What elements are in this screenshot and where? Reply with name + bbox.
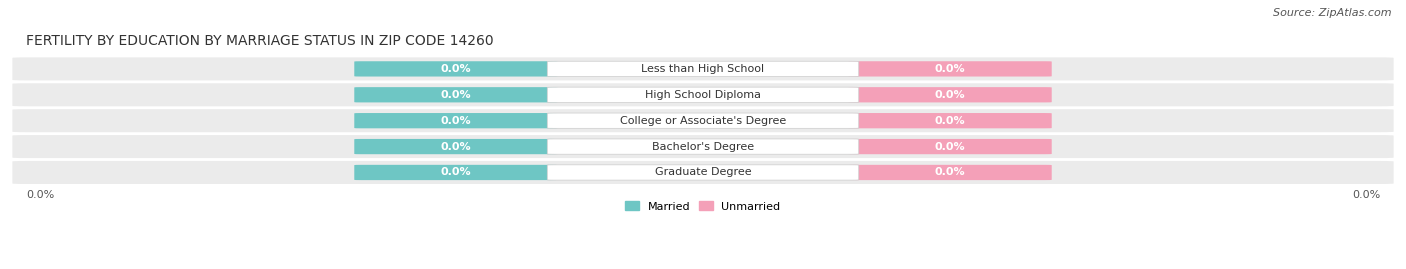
- FancyBboxPatch shape: [13, 161, 1393, 184]
- Text: 0.0%: 0.0%: [440, 141, 471, 151]
- Text: Graduate Degree: Graduate Degree: [655, 168, 751, 178]
- FancyBboxPatch shape: [13, 109, 1393, 132]
- FancyBboxPatch shape: [547, 61, 859, 76]
- Text: 0.0%: 0.0%: [935, 90, 966, 100]
- Text: FERTILITY BY EDUCATION BY MARRIAGE STATUS IN ZIP CODE 14260: FERTILITY BY EDUCATION BY MARRIAGE STATU…: [25, 34, 494, 48]
- FancyBboxPatch shape: [13, 83, 1393, 106]
- FancyBboxPatch shape: [849, 61, 1052, 76]
- Text: 0.0%: 0.0%: [440, 64, 471, 74]
- FancyBboxPatch shape: [849, 165, 1052, 180]
- FancyBboxPatch shape: [547, 139, 859, 154]
- FancyBboxPatch shape: [13, 135, 1393, 158]
- Text: 0.0%: 0.0%: [935, 116, 966, 126]
- Text: 0.0%: 0.0%: [440, 168, 471, 178]
- FancyBboxPatch shape: [547, 165, 859, 180]
- FancyBboxPatch shape: [354, 165, 557, 180]
- Text: 0.0%: 0.0%: [440, 116, 471, 126]
- Text: Less than High School: Less than High School: [641, 64, 765, 74]
- Text: Source: ZipAtlas.com: Source: ZipAtlas.com: [1274, 8, 1392, 18]
- FancyBboxPatch shape: [849, 113, 1052, 128]
- FancyBboxPatch shape: [354, 139, 557, 154]
- Legend: Married, Unmarried: Married, Unmarried: [621, 197, 785, 216]
- Text: 0.0%: 0.0%: [440, 90, 471, 100]
- Text: 0.0%: 0.0%: [25, 190, 55, 200]
- FancyBboxPatch shape: [547, 113, 859, 128]
- Text: High School Diploma: High School Diploma: [645, 90, 761, 100]
- FancyBboxPatch shape: [849, 139, 1052, 154]
- Text: Bachelor's Degree: Bachelor's Degree: [652, 141, 754, 151]
- Text: 0.0%: 0.0%: [1351, 190, 1381, 200]
- FancyBboxPatch shape: [354, 113, 557, 128]
- FancyBboxPatch shape: [354, 61, 557, 76]
- FancyBboxPatch shape: [13, 57, 1393, 80]
- FancyBboxPatch shape: [849, 87, 1052, 102]
- FancyBboxPatch shape: [354, 87, 557, 102]
- Text: 0.0%: 0.0%: [935, 64, 966, 74]
- Text: College or Associate's Degree: College or Associate's Degree: [620, 116, 786, 126]
- Text: 0.0%: 0.0%: [935, 141, 966, 151]
- Text: 0.0%: 0.0%: [935, 168, 966, 178]
- FancyBboxPatch shape: [547, 87, 859, 102]
